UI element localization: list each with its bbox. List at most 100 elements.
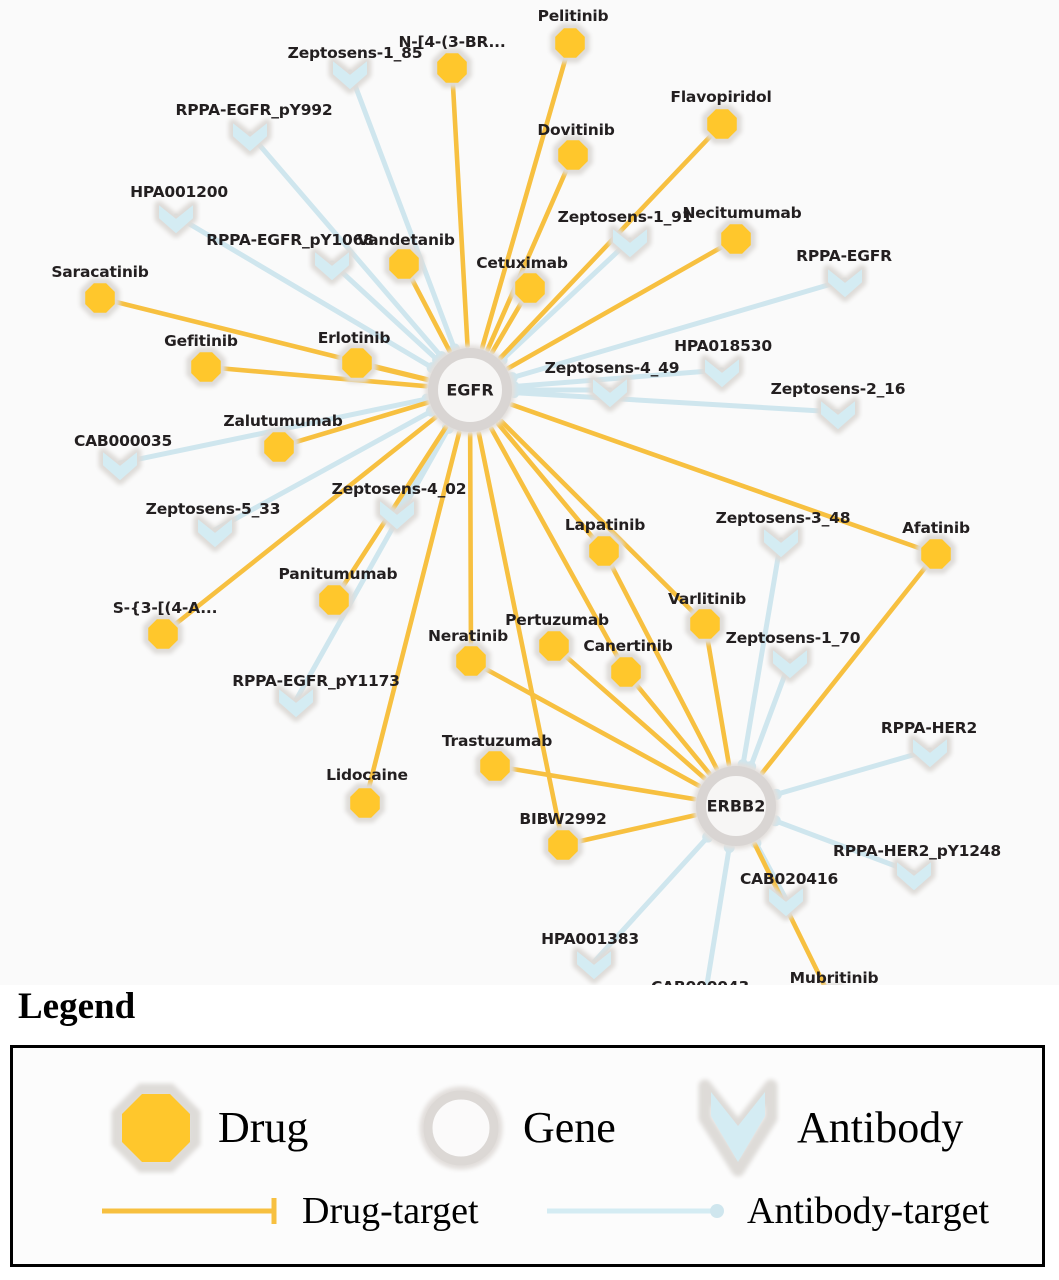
- graph-edge: [498, 418, 708, 627]
- drug-node-label: Erlotinib: [317, 329, 391, 347]
- antibody-node[interactable]: [159, 205, 193, 234]
- drug-node[interactable]: [539, 631, 569, 661]
- antibody-node[interactable]: [279, 689, 313, 718]
- drug-node[interactable]: [480, 751, 510, 781]
- drug-node[interactable]: [548, 830, 578, 860]
- drug-node[interactable]: [191, 352, 221, 382]
- legend-item-drug-target: Drug-target: [98, 1192, 479, 1230]
- drug-node-halo: [716, 219, 756, 259]
- gene-node-label: EGFR: [446, 380, 494, 400]
- drug-node[interactable]: [148, 619, 178, 649]
- drug-node-label: Flavopiridol: [670, 88, 772, 106]
- octagon-icon: [111, 1083, 201, 1173]
- graph-edge: [759, 551, 939, 776]
- tbar-line-icon: [102, 1198, 277, 1224]
- antibody-node-label: CAB000035: [73, 432, 173, 450]
- graph-edge: [247, 131, 444, 360]
- antibody-node-label: Zeptosens-5_33: [145, 500, 281, 518]
- drug-node[interactable]: [690, 609, 720, 639]
- ring-icon: [419, 1086, 503, 1170]
- drug-node-halo: [432, 48, 472, 88]
- antibody-node[interactable]: [233, 123, 267, 152]
- drug-node[interactable]: [342, 348, 372, 378]
- drug-node[interactable]: [264, 432, 294, 462]
- antibody-node[interactable]: [103, 452, 137, 481]
- drug-node-label: Necitumumab: [682, 204, 802, 222]
- antibody-node[interactable]: [913, 739, 947, 768]
- drug-node[interactable]: [350, 788, 380, 818]
- drug-node-label: Neratinib: [428, 627, 508, 645]
- drug-node-halo: [80, 278, 120, 318]
- drug-node[interactable]: [456, 646, 486, 676]
- antibody-node-label: Zeptosens-1_70: [725, 629, 861, 647]
- drug-node[interactable]: [921, 539, 951, 569]
- drug-node-label: S-{3-[(4-A...: [112, 599, 218, 617]
- drug-node[interactable]: [721, 224, 751, 254]
- legend-label-gene: Gene: [523, 1103, 616, 1152]
- drug-node[interactable]: [389, 249, 419, 279]
- antibody-node[interactable]: [705, 359, 739, 388]
- graph-edge: [449, 65, 470, 349]
- drug-node-label: Pertuzumab: [505, 611, 609, 629]
- drug-node-halo: [550, 23, 590, 63]
- graph-edge: [740, 537, 784, 768]
- dot-line-icon: [547, 1204, 724, 1218]
- antibody-node[interactable]: [380, 501, 414, 530]
- antibody-node[interactable]: [198, 519, 232, 548]
- graph-edge: [492, 763, 697, 802]
- antibody-node[interactable]: [333, 61, 367, 90]
- drug-node-label: Saracatinib: [51, 263, 149, 281]
- graph-edge: [476, 430, 566, 848]
- drug-node-label: Dovitinib: [537, 121, 615, 139]
- drug-node[interactable]: [707, 109, 737, 139]
- drug-node-label: Afatinib: [902, 519, 970, 537]
- graph-edge: [773, 747, 933, 797]
- drug-node[interactable]: [85, 283, 115, 313]
- drug-node[interactable]: [319, 585, 349, 615]
- gene-node[interactable]: [696, 766, 776, 846]
- drug-node-label: Lapatinib: [564, 516, 646, 534]
- antibody-node[interactable]: [613, 229, 647, 258]
- graph-edge: [511, 390, 841, 415]
- graph-edge: [509, 402, 939, 557]
- drug-node-halo: [451, 641, 491, 681]
- drug-node[interactable]: [558, 140, 588, 170]
- drug-node[interactable]: [589, 536, 619, 566]
- antibody-node[interactable]: [769, 888, 803, 917]
- graph-edge: [511, 367, 725, 390]
- antibody-node[interactable]: [773, 650, 807, 679]
- antibody-node[interactable]: [764, 529, 798, 558]
- antibody-node[interactable]: [821, 401, 855, 430]
- drug-node-label: Vandetanib: [357, 231, 455, 249]
- legend-box: Drug Gene Antibody: [10, 1045, 1045, 1267]
- graph-edge: [467, 431, 474, 664]
- graph-edge: [276, 400, 431, 450]
- drug-node[interactable]: [437, 53, 467, 83]
- drug-node-label: Mubritinib: [789, 969, 879, 987]
- drug-node-halo: [702, 104, 742, 144]
- antibody-node[interactable]: [593, 379, 627, 408]
- graph-edge: [560, 812, 698, 848]
- antibody-node-label: HPA001383: [541, 930, 639, 948]
- gene-node[interactable]: [428, 348, 512, 432]
- antibody-node[interactable]: [315, 252, 349, 281]
- graph-edge: [702, 621, 732, 767]
- antibody-node-label: RPPA-EGFR_pY1068: [206, 231, 374, 249]
- drug-node[interactable]: [611, 657, 641, 687]
- drug-node-halo: [475, 746, 515, 786]
- legend-label-drug: Drug: [218, 1103, 309, 1152]
- antibody-node-label: Zeptosens-3_48: [715, 509, 851, 527]
- drug-node-label: Zalutumumab: [223, 412, 343, 430]
- antibody-node[interactable]: [897, 862, 931, 891]
- drug-node[interactable]: [555, 28, 585, 58]
- drug-node-halo: [534, 626, 574, 666]
- legend-item-antibody-target: Antibody-target: [543, 1192, 989, 1230]
- legend-label-antibody-target: Antibody-target: [747, 1190, 990, 1232]
- network-graph: [80, 23, 956, 1000]
- drug-node[interactable]: [515, 273, 545, 303]
- graph-edge: [293, 425, 451, 703]
- antibody-node-label: RPPA-EGFR_pY1173: [232, 672, 400, 690]
- antibody-node[interactable]: [828, 269, 862, 298]
- antibody-node[interactable]: [577, 951, 611, 980]
